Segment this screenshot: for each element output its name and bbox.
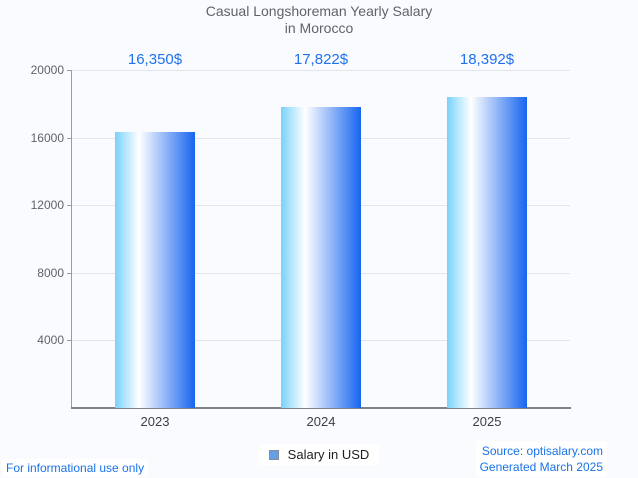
- source-info: Source: optisalary.com Generated March 2…: [475, 441, 607, 477]
- y-tick-label: 4000: [37, 333, 64, 347]
- disclaimer-text: For informational use only: [2, 459, 149, 477]
- generated-date: Generated March 2025: [479, 460, 603, 474]
- legend-item: Salary in USD: [258, 444, 380, 465]
- chart-title-line2: in Morocco: [284, 20, 354, 36]
- value-label-2023: 16,350$: [127, 51, 183, 68]
- x-tick-label-2024: 2024: [306, 414, 336, 429]
- legend-marker-icon: [268, 449, 279, 460]
- bar-2023: [115, 132, 195, 408]
- y-axis-tick: [67, 138, 72, 139]
- value-label-2024: 17,822$: [293, 51, 349, 68]
- gridline: [72, 70, 570, 71]
- y-tick-label: 20000: [30, 63, 64, 77]
- x-tick-label-2023: 2023: [140, 414, 170, 429]
- y-tick-label: 12000: [30, 198, 64, 212]
- value-label-2025: 18,392$: [459, 51, 515, 68]
- x-axis-line: [71, 407, 571, 409]
- y-tick-label: 8000: [37, 266, 64, 280]
- bar-2025: [447, 97, 527, 408]
- source-link[interactable]: Source: optisalary.com: [481, 444, 603, 458]
- y-tick-label: 16000: [30, 131, 64, 145]
- y-axis-tick: [67, 340, 72, 341]
- chart-title-line1: Casual Longshoreman Yearly Salary: [205, 3, 433, 19]
- y-axis-tick: [67, 205, 72, 206]
- chart-title: Casual Longshoreman Yearly Salary in Mor…: [0, 3, 638, 37]
- legend: Salary in USD: [0, 444, 638, 465]
- legend-label: Salary in USD: [287, 447, 370, 462]
- bar-2024: [281, 107, 361, 408]
- x-tick-label-2025: 2025: [472, 414, 502, 429]
- y-axis-tick: [67, 273, 72, 274]
- y-axis-line: [71, 70, 72, 408]
- y-axis-tick: [67, 70, 72, 71]
